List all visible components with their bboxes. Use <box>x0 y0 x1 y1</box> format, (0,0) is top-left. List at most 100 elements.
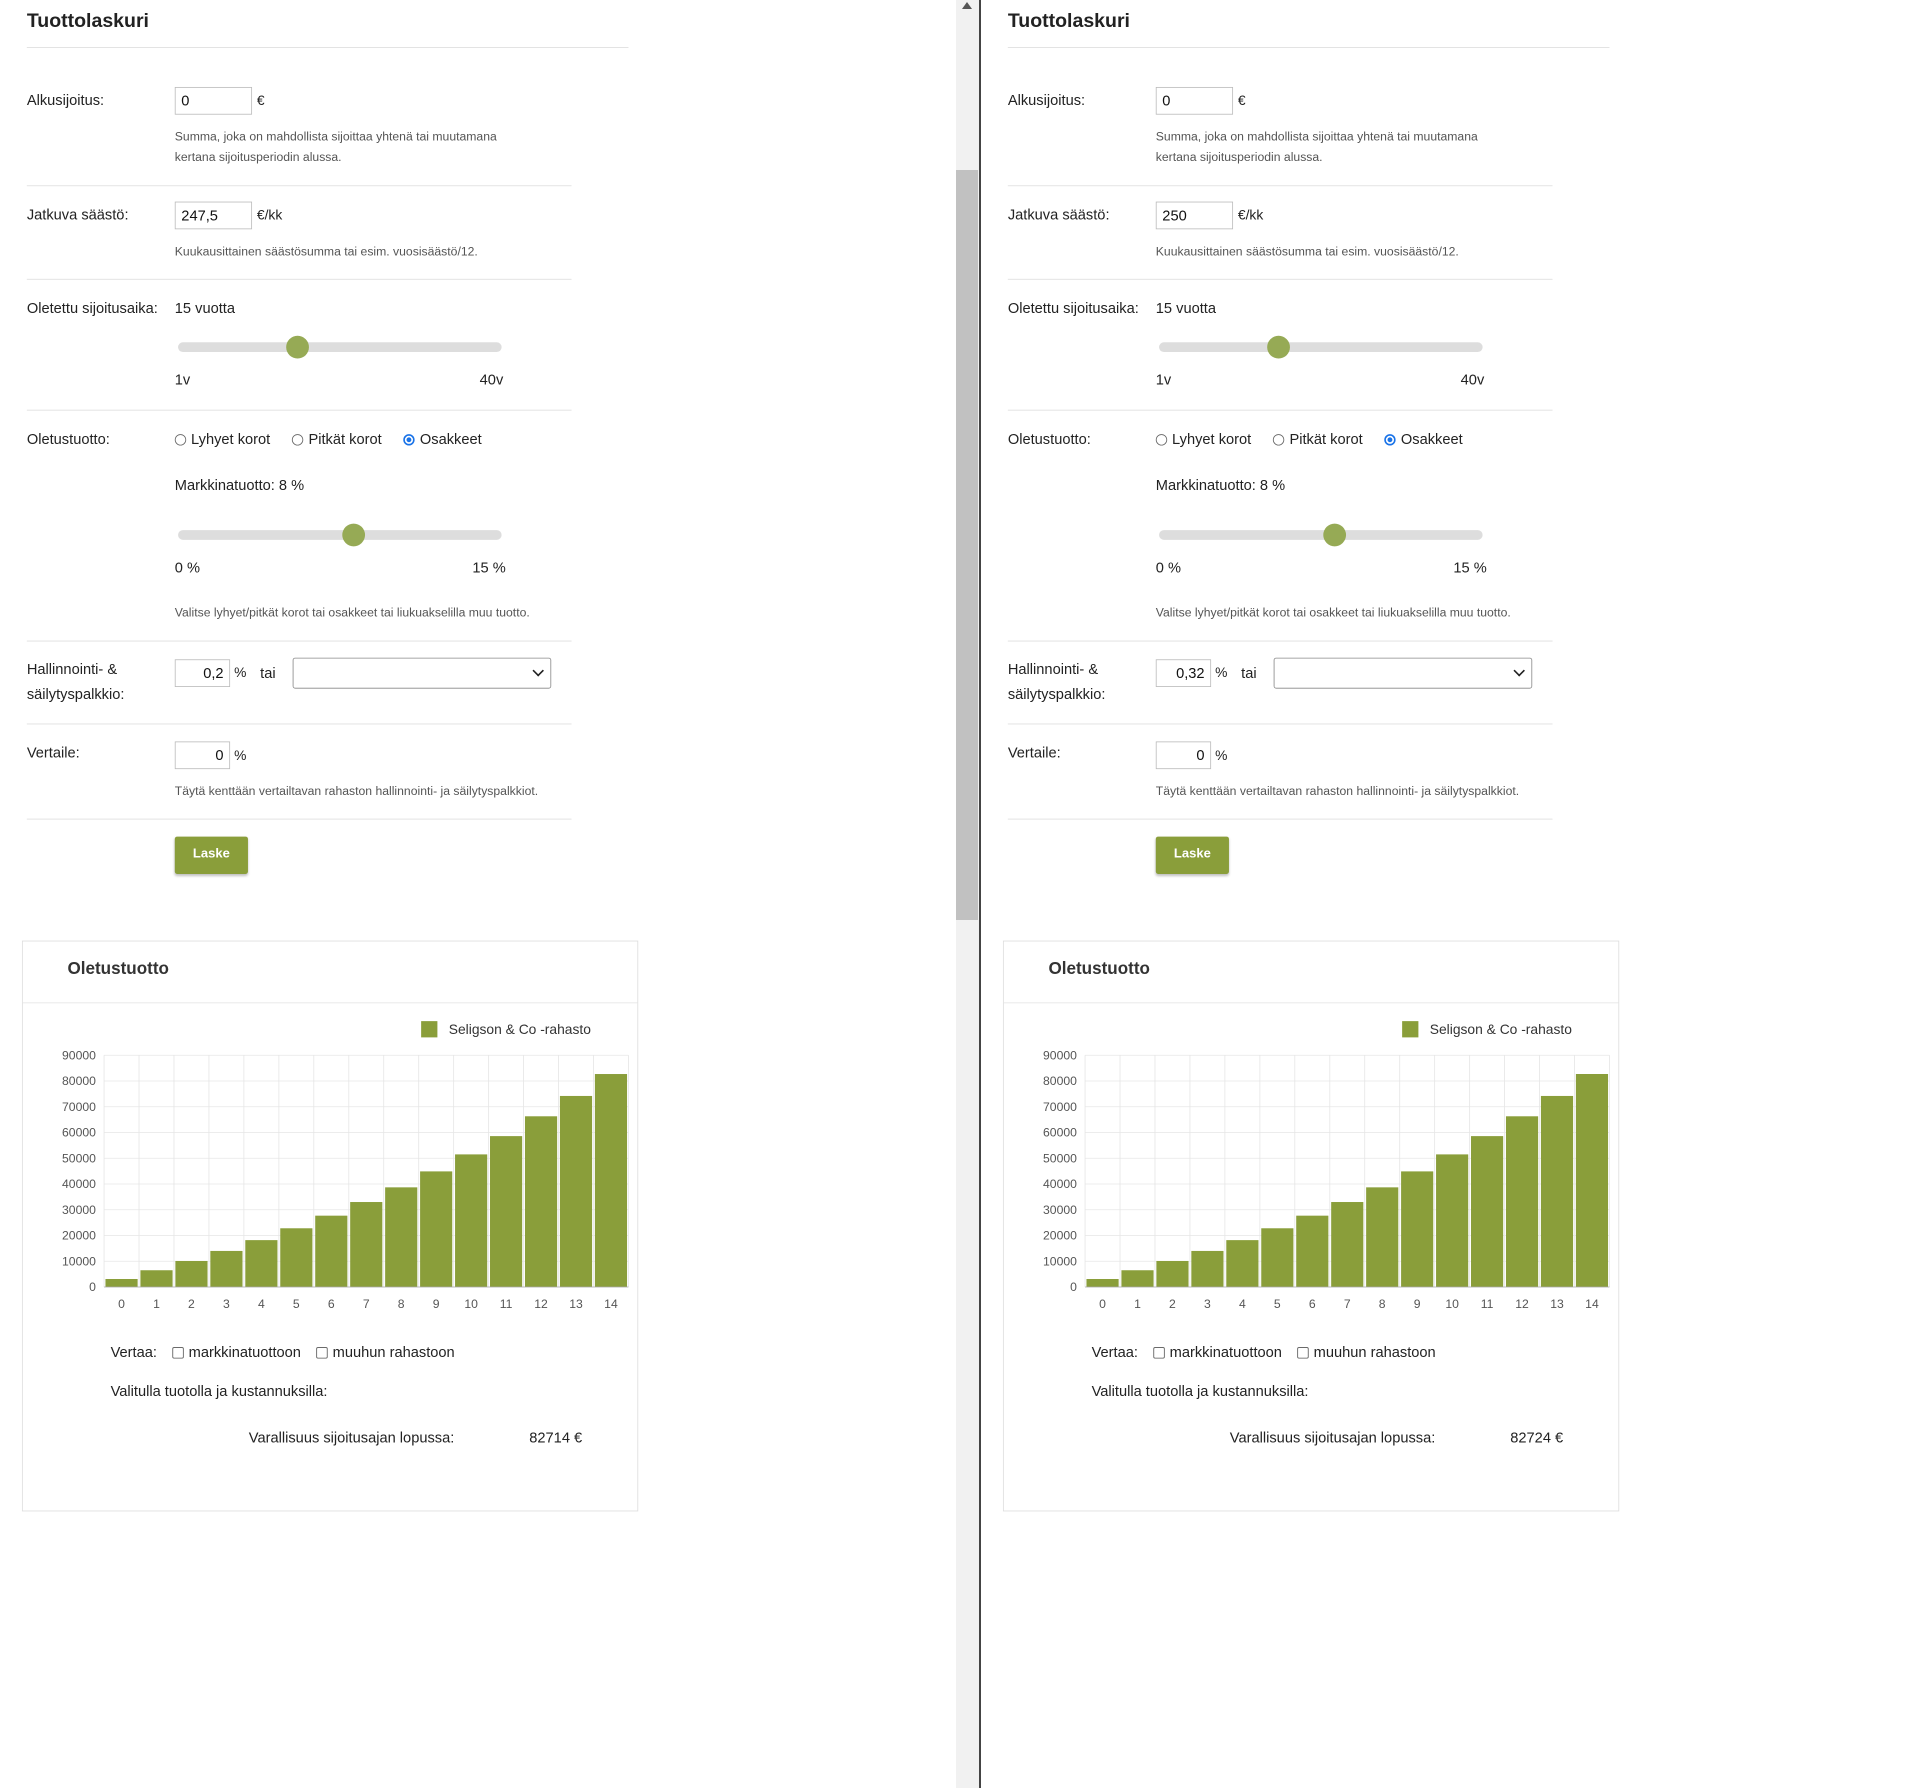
yield-option-stocks[interactable]: Osakkeet <box>403 431 482 448</box>
calculate-button[interactable]: Laske <box>174 836 248 874</box>
scroll-up-arrow-icon[interactable] <box>962 2 972 9</box>
chart-legend: Seligson & Co -rahasto <box>421 1021 591 1038</box>
period-slider[interactable] <box>1159 335 1483 359</box>
other-fund-checkbox[interactable] <box>316 1347 328 1359</box>
other-fund-option: muuhun rahastoon <box>1313 1343 1436 1361</box>
chevron-down-icon <box>532 664 544 677</box>
legend-swatch <box>1402 1021 1419 1038</box>
yield-slider[interactable] <box>1159 523 1483 547</box>
bar[interactable] <box>280 1228 313 1287</box>
radio-icon[interactable] <box>1155 434 1168 446</box>
initial-help-line2: kertana sijoitusperiodin alussa. <box>1155 150 1323 165</box>
initial-input[interactable]: 0 <box>1155 86 1234 115</box>
fee-input[interactable]: 0,2 <box>174 659 231 687</box>
compare-unit: % <box>234 747 247 764</box>
bar[interactable] <box>1156 1260 1189 1287</box>
compare-input[interactable]: 0 <box>1155 741 1212 770</box>
bar[interactable] <box>245 1240 278 1287</box>
y-tick-label: 80000 <box>1043 1074 1077 1088</box>
radio-icon[interactable] <box>1273 434 1285 446</box>
bar[interactable] <box>105 1278 138 1287</box>
bar[interactable] <box>315 1215 348 1287</box>
y-tick-label: 20000 <box>1043 1229 1077 1243</box>
x-tick-label: 12 <box>534 1297 548 1311</box>
period-slider-handle[interactable] <box>1267 335 1290 359</box>
x-tick-label: 0 <box>118 1297 125 1311</box>
yield-slider[interactable] <box>178 523 502 547</box>
bar[interactable] <box>1226 1240 1259 1287</box>
bar[interactable] <box>1436 1154 1469 1287</box>
bar[interactable] <box>1471 1136 1504 1287</box>
x-tick-label: 0 <box>1099 1297 1106 1311</box>
final-wealth-label: Varallisuus sijoitusajan lopussa: <box>248 1429 455 1446</box>
split-scrollbar[interactable] <box>956 0 979 1788</box>
bar[interactable] <box>385 1187 418 1287</box>
market-yield-checkbox[interactable] <box>172 1347 184 1359</box>
compare-input[interactable]: 0 <box>174 741 231 770</box>
radio-icon[interactable] <box>292 434 304 446</box>
period-label: Oletettu sijoitusaika: <box>26 299 158 317</box>
y-tick-label: 30000 <box>1043 1203 1077 1217</box>
bar[interactable] <box>594 1074 628 1287</box>
other-fund-checkbox[interactable] <box>1297 1347 1309 1359</box>
bar[interactable] <box>140 1270 173 1287</box>
y-tick-label: 70000 <box>62 1100 96 1114</box>
bar[interactable] <box>1540 1095 1574 1287</box>
period-slider[interactable] <box>178 335 502 359</box>
radio-icon[interactable] <box>1384 434 1397 446</box>
initial-input[interactable]: 0 <box>174 86 253 115</box>
fee-input[interactable]: 0,32 <box>1155 659 1212 687</box>
bar[interactable] <box>1401 1171 1434 1287</box>
split-divider[interactable] <box>979 0 981 1788</box>
x-tick-label: 3 <box>1204 1297 1211 1311</box>
bar[interactable] <box>1366 1187 1399 1287</box>
yield-slider-handle[interactable] <box>342 523 366 547</box>
bar[interactable] <box>559 1095 593 1287</box>
yield-option-short-rates[interactable]: Lyhyet korot <box>1155 431 1251 448</box>
yield-label: Oletustuotto: <box>1007 430 1091 448</box>
x-tick-label: 14 <box>1585 1297 1599 1311</box>
calculate-button[interactable]: Laske <box>1155 836 1229 874</box>
period-max-label: 40v <box>1460 371 1485 388</box>
y-tick-label: 70000 <box>1043 1100 1077 1114</box>
bar[interactable] <box>420 1171 453 1287</box>
bar[interactable] <box>1261 1228 1294 1287</box>
bar[interactable] <box>350 1202 383 1287</box>
bar[interactable] <box>490 1136 523 1287</box>
yield-slider-handle[interactable] <box>1323 523 1347 547</box>
bar[interactable] <box>1191 1250 1224 1287</box>
monthly-input[interactable]: 247,5 <box>174 201 253 230</box>
yield-option-stocks[interactable]: Osakkeet <box>1384 431 1463 448</box>
period-slider-handle[interactable] <box>286 335 309 359</box>
bar[interactable] <box>524 1116 558 1287</box>
compare-label: Vertaile: <box>1007 744 1061 761</box>
fund-select[interactable] <box>1273 657 1533 689</box>
scrollbar-thumb[interactable] <box>956 170 978 920</box>
final-wealth-value: 82714 € <box>529 1429 583 1446</box>
radio-icon[interactable] <box>174 434 187 446</box>
y-tick-label: 20000 <box>62 1229 96 1243</box>
yield-option-short-rates[interactable]: Lyhyet korot <box>174 431 270 448</box>
y-tick-label: 10000 <box>1043 1254 1077 1268</box>
yield-option-long-rates[interactable]: Pitkät korot <box>1273 431 1363 448</box>
bar[interactable] <box>1296 1215 1329 1287</box>
bar[interactable] <box>1121 1270 1154 1287</box>
divider <box>26 723 572 725</box>
fund-select[interactable] <box>292 657 552 689</box>
bar[interactable] <box>1331 1202 1364 1287</box>
bar[interactable] <box>175 1260 208 1287</box>
monthly-help: Kuukausittainen säästösumma tai esim. vu… <box>1155 244 1459 259</box>
selected-yield-text: Valitulla tuotolla ja kustannuksilla: <box>110 1382 328 1400</box>
monthly-unit: €/kk <box>1237 207 1264 223</box>
bar[interactable] <box>455 1154 488 1287</box>
card-divider <box>22 1002 638 1004</box>
divider <box>26 409 572 411</box>
yield-option-long-rates[interactable]: Pitkät korot <box>292 431 382 448</box>
monthly-input[interactable]: 250 <box>1155 201 1234 230</box>
radio-icon[interactable] <box>403 434 416 446</box>
bar[interactable] <box>1505 1116 1539 1287</box>
bar[interactable] <box>210 1250 243 1287</box>
market-yield-checkbox[interactable] <box>1153 1347 1165 1359</box>
bar[interactable] <box>1575 1074 1609 1287</box>
bar[interactable] <box>1086 1278 1119 1287</box>
